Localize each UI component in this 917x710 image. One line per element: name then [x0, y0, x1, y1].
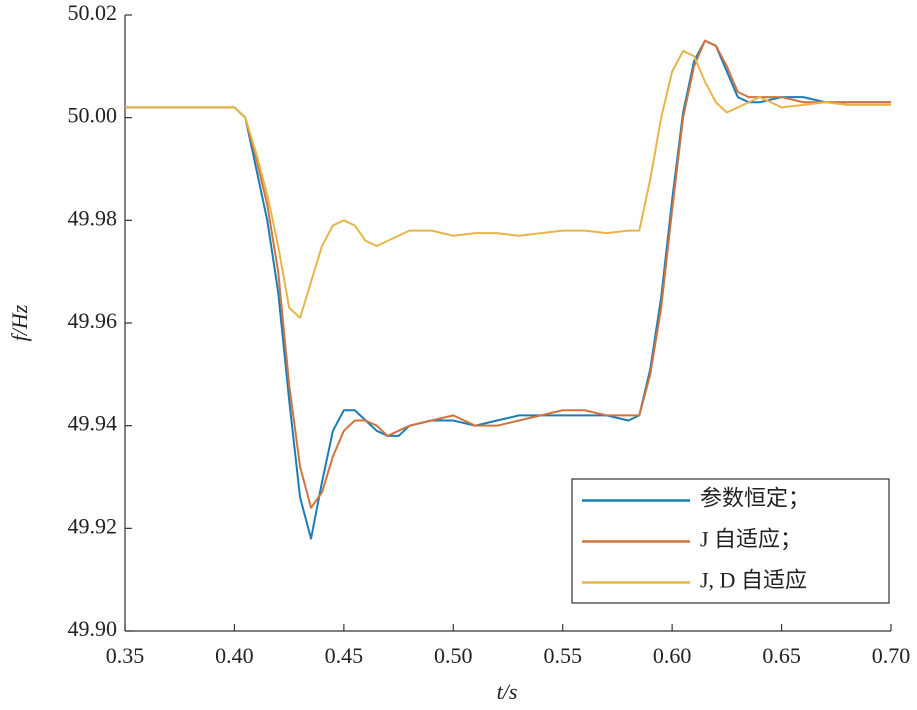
legend-label: J 自适应； [700, 527, 802, 552]
x-tick-label: 0.65 [762, 643, 801, 668]
series-line [125, 39, 891, 540]
x-tick-label: 0.40 [215, 643, 254, 668]
x-tick-label: 0.55 [543, 643, 582, 668]
y-tick-label: 49.94 [68, 411, 118, 436]
legend-label: J, D 自适应 [700, 568, 807, 593]
x-tick-label: 0.50 [434, 643, 473, 668]
series-line [125, 39, 891, 509]
y-tick-label: 50.02 [68, 0, 118, 25]
x-tick-label: 0.70 [872, 643, 911, 668]
x-tick-label: 0.60 [653, 643, 692, 668]
x-axis-label: t/s [497, 679, 518, 704]
y-tick-label: 49.98 [68, 205, 118, 230]
x-tick-label: 0.45 [325, 643, 364, 668]
y-axis-label: f/Hz [7, 304, 32, 341]
x-tick-label: 0.35 [106, 643, 145, 668]
legend-label: 参数恒定； [700, 486, 810, 511]
series-line [125, 49, 891, 319]
y-tick-label: 49.96 [68, 308, 118, 333]
y-tick-label: 49.90 [68, 616, 118, 641]
y-tick-label: 50.00 [68, 103, 118, 128]
y-tick-label: 49.92 [68, 513, 118, 538]
